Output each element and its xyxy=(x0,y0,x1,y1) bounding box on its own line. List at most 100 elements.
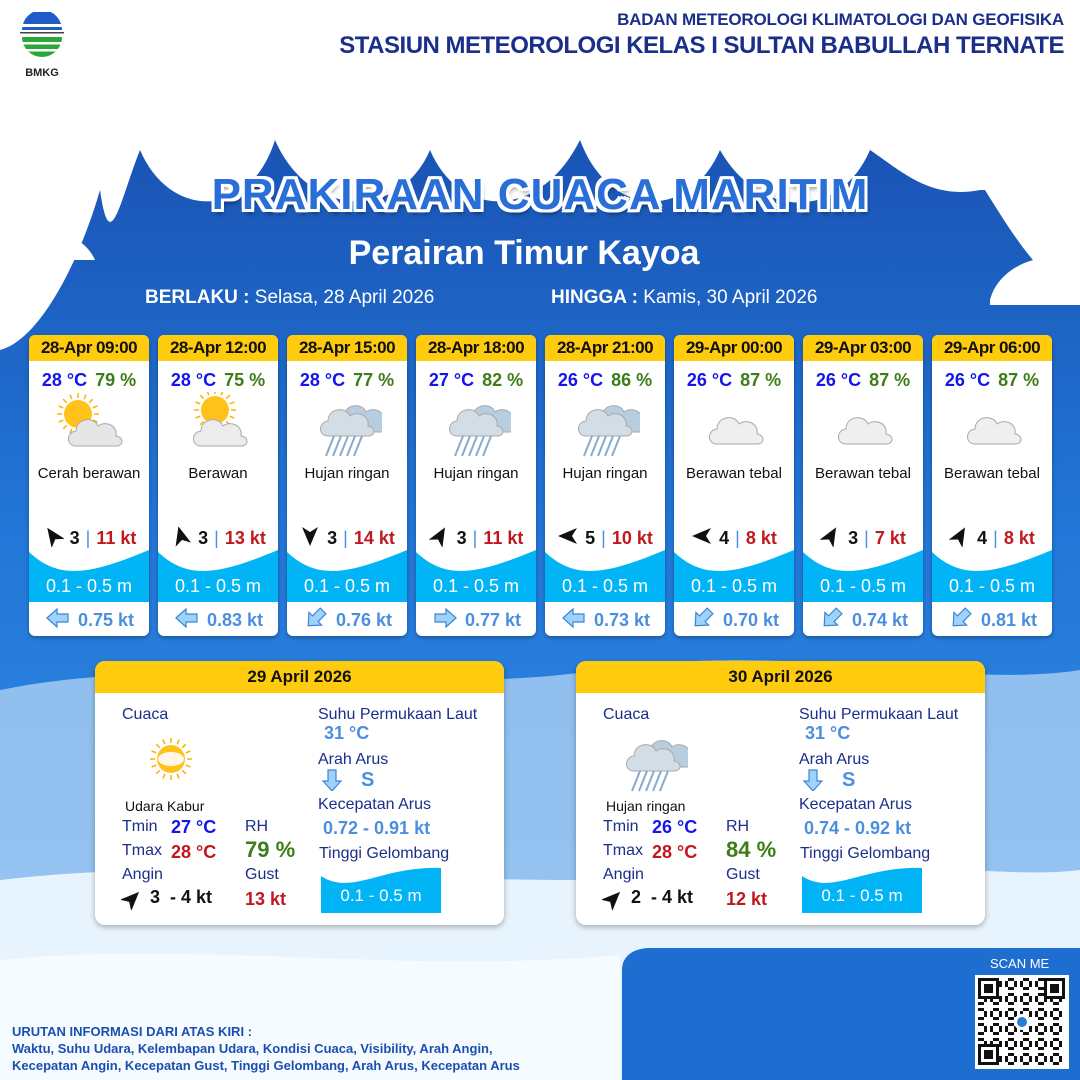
valid-to: HINGGA : Kamis, 30 April 2026 xyxy=(551,287,817,309)
tmax-label: Tmax xyxy=(603,842,643,859)
tmin-value: 26 °C xyxy=(652,817,698,837)
rh-value: 84 % xyxy=(726,837,777,862)
wave-height: 0.1 - 0.5 m xyxy=(45,576,133,596)
wave-height-value: 0.1 - 0.5 m xyxy=(340,886,422,905)
temperature: 28 °C xyxy=(41,370,88,390)
wave-height: 0.1 - 0.5 m xyxy=(561,576,649,596)
wind-direction-icon xyxy=(691,525,713,552)
wind-speed: 4 xyxy=(977,528,988,548)
gust-value: 13 kt xyxy=(245,889,287,909)
wind-direction-icon xyxy=(170,525,192,552)
footer-legend: URUTAN INFORMASI DARI ATAS KIRI : Waktu,… xyxy=(12,1023,520,1074)
page-title: PRAKIRAAN CUACA MARITIM xyxy=(211,170,869,219)
temperature: 26 °C xyxy=(944,370,991,390)
weather-condition: Berawan tebal xyxy=(686,465,782,482)
gust-value: 12 kt xyxy=(726,889,768,909)
sst-label: Suhu Permukaan Laut xyxy=(318,706,478,723)
forecast-card: 29-Apr 03:00 26 °C 87 % Berawan tebal 3 | 7… xyxy=(803,335,923,636)
rh-label: RH xyxy=(245,818,269,835)
weather-condition: Berawan tebal xyxy=(815,465,911,482)
forecast-time: 28-Apr 18:00 xyxy=(416,335,536,361)
overcast-icon xyxy=(674,391,794,461)
humidity: 86 % xyxy=(611,370,653,390)
forecast-card: 28-Apr 09:00 28 °C 79 % Cerah berawan 3 | 1… xyxy=(29,335,149,636)
current-direction-icon xyxy=(560,607,594,634)
current-direction-value: S xyxy=(842,769,856,791)
wind-direction-icon xyxy=(299,525,321,552)
footer-line: Waktu, Suhu Udara, Kelembapan Udara, Kon… xyxy=(12,1041,493,1056)
temperature: 27 °C xyxy=(428,370,475,390)
light-rain-icon xyxy=(287,391,407,461)
current-direction-icon xyxy=(302,607,336,634)
tmin-label: Tmin xyxy=(122,818,158,835)
wave-height-label: Tinggi Gelombang xyxy=(800,845,931,862)
wind-direction-icon xyxy=(119,888,143,915)
current-direction-icon xyxy=(318,769,346,796)
sst-value: 31 °C xyxy=(805,723,851,743)
current-direction-value: S xyxy=(361,769,375,791)
gust-speed: 11 kt xyxy=(483,528,524,548)
wind-value: 3 - 4 kt xyxy=(150,887,213,907)
wind-speed: 3 xyxy=(69,528,80,548)
tmin-label: Tmin xyxy=(603,818,639,835)
overcast-icon xyxy=(932,391,1052,461)
humidity: 82 % xyxy=(482,370,524,390)
weather-condition: Hujan ringan xyxy=(562,465,648,482)
station-name: STASIUN METEOROLOGI KELAS I SULTAN BABUL… xyxy=(339,32,1064,59)
weather-condition: Berawan tebal xyxy=(944,465,1040,482)
current-speed-label: Kecepatan Arus xyxy=(799,796,912,813)
temperature: 26 °C xyxy=(557,370,604,390)
weather-condition: Hujan ringan xyxy=(433,465,519,482)
humidity: 77 % xyxy=(353,370,395,390)
forecast-card: 28-Apr 12:00 28 °C 75 % Berawan 3 | 13 kt 0… xyxy=(158,335,278,636)
gust-speed: 8 kt xyxy=(745,528,777,548)
forecast-time: 28-Apr 15:00 xyxy=(287,335,407,361)
current-direction-icon xyxy=(431,607,465,634)
temperature: 28 °C xyxy=(299,370,346,390)
current-speed: 0.81 kt xyxy=(980,610,1038,630)
qr-code[interactable] xyxy=(975,975,1069,1069)
tmin-value: 27 °C xyxy=(171,817,217,837)
wind-label: Angin xyxy=(603,866,644,883)
footer-line: Kecepatan Angin, Kecepatan Gust, Tinggi … xyxy=(12,1058,520,1073)
wind-direction-icon xyxy=(600,888,624,915)
rh-label: RH xyxy=(726,818,750,835)
wind-speed: 3 xyxy=(327,528,338,548)
gust-speed: 7 kt xyxy=(874,528,906,548)
tmax-value: 28 °C xyxy=(652,842,698,862)
gust-label: Gust xyxy=(245,866,279,883)
humidity: 75 % xyxy=(224,370,266,390)
current-speed: 0.70 kt xyxy=(722,610,780,630)
wave-height: 0.1 - 0.5 m xyxy=(819,576,907,596)
wind-label: Angin xyxy=(122,866,163,883)
forecast-time: 28-Apr 21:00 xyxy=(545,335,665,361)
daily-summary-panel: 30 April 2026 Cuaca Hujan ringan Tmin 26… xyxy=(576,661,985,925)
forecast-card: 28-Apr 15:00 28 °C 77 % Hujan ringan 3 | 14… xyxy=(287,335,407,636)
forecast-card: 28-Apr 21:00 26 °C 86 % Hujan ringan 5 | 10… xyxy=(545,335,665,636)
weather-condition: Cerah berawan xyxy=(37,465,141,482)
wind-direction-icon xyxy=(948,525,971,552)
current-speed: 0.75 kt xyxy=(77,610,135,630)
daily-date: 30 April 2026 xyxy=(576,661,985,693)
cloudy-icon xyxy=(158,391,278,461)
weather-condition: Udara Kabur xyxy=(125,798,205,814)
current-direction-label: Arah Arus xyxy=(318,751,389,768)
org-name: BADAN METEOROLOGI KLIMATOLOGI DAN GEOFIS… xyxy=(617,10,1064,29)
rh-value: 79 % xyxy=(245,837,296,862)
wind-direction-icon xyxy=(557,525,579,552)
current-speed-label: Kecepatan Arus xyxy=(318,796,431,813)
humidity: 87 % xyxy=(740,370,782,390)
current-direction-icon xyxy=(173,607,207,634)
daily-summary-panel: 29 April 2026 Cuaca Udara Kabur Tmin 27 … xyxy=(95,661,504,925)
wind-direction-icon xyxy=(428,525,451,552)
wave-height: 0.1 - 0.5 m xyxy=(303,576,391,596)
valid-to-label: HINGGA : xyxy=(551,287,638,308)
overcast-icon xyxy=(803,391,923,461)
gust-speed: 8 kt xyxy=(1003,528,1035,548)
current-direction-icon xyxy=(799,769,827,796)
wind-value: 2 - 4 kt xyxy=(631,887,694,907)
forecast-card: 28-Apr 18:00 27 °C 82 % Hujan ringan 3 | 11… xyxy=(416,335,536,636)
forecast-card: 29-Apr 06:00 26 °C 87 % Berawan tebal 4 | 8… xyxy=(932,335,1052,636)
temperature: 28 °C xyxy=(170,370,217,390)
wind-direction-icon xyxy=(42,525,65,552)
